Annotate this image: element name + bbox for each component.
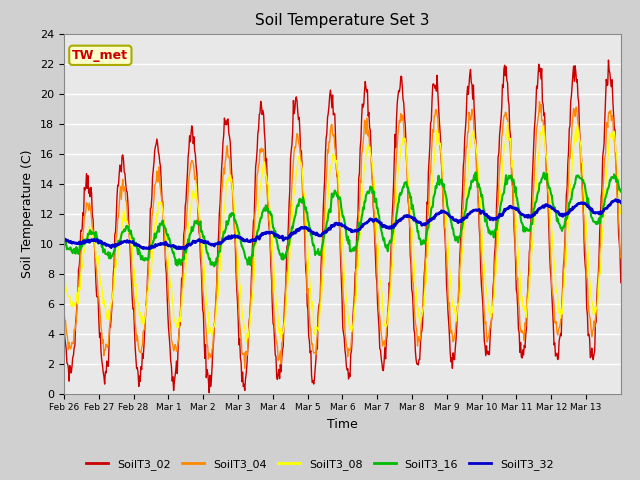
SoilT3_02 xyxy=(432,83,440,88)
SoilT3_08 xyxy=(401,135,408,141)
SoilT3_32 xyxy=(612,197,620,203)
SoilT3_32 xyxy=(277,234,285,240)
SoilT3_08 xyxy=(228,176,236,182)
SoilT3_16 xyxy=(60,240,68,246)
SoilT3_16 xyxy=(401,180,408,186)
SoilT3_04 xyxy=(617,255,625,261)
SoilT3_04 xyxy=(256,146,264,152)
SoilT3_02 xyxy=(617,280,625,286)
SoilT3_32 xyxy=(401,213,408,219)
X-axis label: Time: Time xyxy=(327,418,358,431)
SoilT3_04 xyxy=(401,139,408,144)
SoilT3_04 xyxy=(536,99,543,105)
SoilT3_32 xyxy=(617,200,625,205)
SoilT3_08 xyxy=(125,227,133,232)
SoilT3_08 xyxy=(504,120,511,125)
SoilT3_32 xyxy=(228,235,236,240)
SoilT3_32 xyxy=(432,213,440,219)
SoilT3_02 xyxy=(228,177,236,182)
SoilT3_32 xyxy=(125,238,133,244)
SoilT3_02 xyxy=(125,231,133,237)
Line: SoilT3_02: SoilT3_02 xyxy=(64,60,621,393)
SoilT3_02 xyxy=(277,369,285,375)
SoilT3_08 xyxy=(243,340,250,346)
SoilT3_02 xyxy=(401,113,408,119)
SoilT3_32 xyxy=(60,237,68,242)
SoilT3_16 xyxy=(211,264,218,269)
SoilT3_08 xyxy=(432,142,440,148)
Line: SoilT3_32: SoilT3_32 xyxy=(64,200,621,249)
Title: Soil Temperature Set 3: Soil Temperature Set 3 xyxy=(255,13,429,28)
SoilT3_16 xyxy=(617,189,625,194)
SoilT3_08 xyxy=(277,325,285,331)
SoilT3_02 xyxy=(60,312,68,317)
SoilT3_04 xyxy=(228,184,236,190)
Legend: SoilT3_02, SoilT3_04, SoilT3_08, SoilT3_16, SoilT3_32: SoilT3_02, SoilT3_04, SoilT3_08, SoilT3_… xyxy=(81,455,559,474)
SoilT3_04 xyxy=(125,234,133,240)
SoilT3_08 xyxy=(60,272,68,278)
SoilT3_16 xyxy=(256,218,264,224)
SoilT3_04 xyxy=(60,307,68,313)
SoilT3_16 xyxy=(228,212,236,217)
SoilT3_16 xyxy=(432,183,440,189)
SoilT3_04 xyxy=(241,365,248,371)
SoilT3_02 xyxy=(256,110,264,116)
SoilT3_08 xyxy=(617,211,625,217)
SoilT3_04 xyxy=(277,361,285,367)
Line: SoilT3_04: SoilT3_04 xyxy=(64,102,621,368)
SoilT3_16 xyxy=(125,227,133,233)
Line: SoilT3_08: SoilT3_08 xyxy=(64,122,621,343)
SoilT3_32 xyxy=(256,234,264,240)
Line: SoilT3_16: SoilT3_16 xyxy=(64,172,621,266)
SoilT3_32 xyxy=(180,246,188,252)
SoilT3_02 xyxy=(205,390,213,396)
SoilT3_02 xyxy=(605,57,612,63)
SoilT3_16 xyxy=(472,169,479,175)
SoilT3_16 xyxy=(277,252,285,258)
Y-axis label: Soil Temperature (C): Soil Temperature (C) xyxy=(22,149,35,278)
Text: TW_met: TW_met xyxy=(72,49,129,62)
SoilT3_08 xyxy=(256,187,264,193)
SoilT3_04 xyxy=(432,107,440,112)
